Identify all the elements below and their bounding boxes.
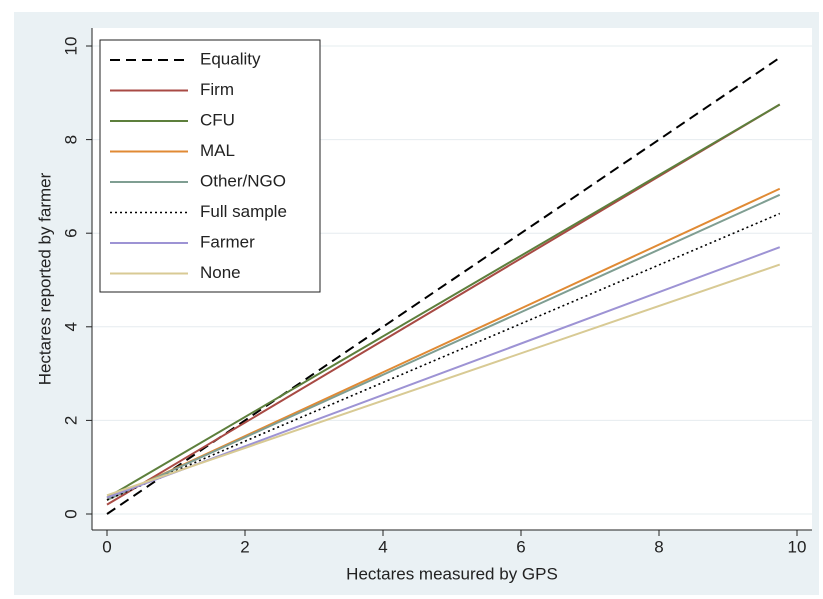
x-tick-label: 8 (654, 537, 663, 556)
y-tick-label: 8 (61, 135, 80, 144)
x-axis-label: Hectares measured by GPS (346, 564, 558, 583)
legend-label: Firm (200, 80, 234, 99)
x-tick-label: 2 (240, 537, 249, 556)
x-tick-label: 10 (788, 537, 807, 556)
legend-label: Equality (200, 49, 261, 68)
x-tick-label: 0 (102, 537, 111, 556)
legend-label: None (200, 263, 241, 282)
y-tick-label: 6 (61, 228, 80, 237)
x-tick-label: 6 (516, 537, 525, 556)
legend-box (99, 39, 321, 293)
x-tick-label: 4 (378, 537, 387, 556)
series-line (106, 103, 781, 499)
series-line (106, 193, 781, 501)
y-tick-label: 0 (61, 509, 80, 518)
y-axis-label: Hectares reported by farmer (35, 172, 54, 385)
y-tick-label: 2 (61, 416, 80, 425)
y-tick-label: 10 (61, 37, 80, 56)
series-line (106, 263, 781, 497)
series-line (106, 212, 781, 501)
legend-label: Farmer (200, 232, 255, 251)
legend-label: MAL (200, 141, 235, 160)
y-tick-label: 4 (61, 322, 80, 331)
series-line (106, 103, 781, 506)
legend-label: Other/NGO (200, 171, 286, 190)
legend-label: CFU (200, 110, 235, 129)
legend-label: Full sample (200, 202, 287, 221)
